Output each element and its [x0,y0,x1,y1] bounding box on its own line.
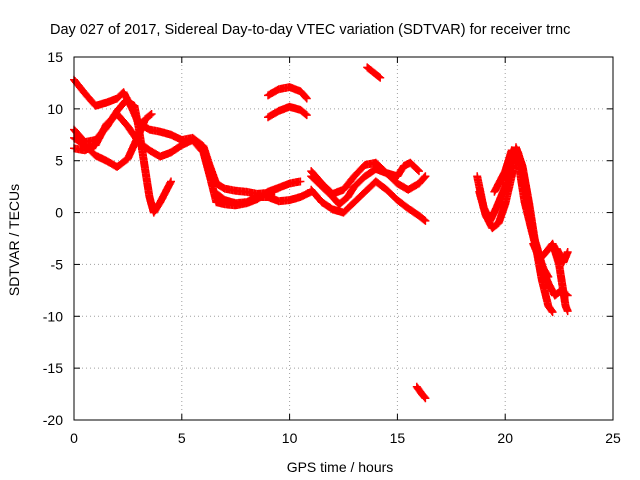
y-tick-label: 0 [55,205,63,221]
series-arc-7 [264,102,311,122]
series-arc-9 [307,158,423,198]
series-arc-5 [210,187,316,208]
y-tick-labels: 15 10 5 0 -5 -10 -15 -20 [43,49,63,428]
data-marker-trail [307,177,430,225]
data-points [70,63,572,403]
axis-ticks [73,56,614,421]
y-tick-label: -5 [51,256,64,272]
series-arc-17 [552,244,572,267]
grid [74,57,613,420]
series-arc-6 [264,83,311,103]
x-tick-label: 10 [282,430,298,446]
data-marker-trail [552,244,572,267]
chart-title: Day 027 of 2017, Sidereal Day-to-day VTE… [50,22,570,38]
x-tick-labels: 0 5 10 15 20 25 [70,430,621,446]
x-tick-label: 5 [178,430,186,446]
data-marker-trail [363,63,385,82]
y-tick-label: -10 [43,308,63,324]
x-tick-label: 15 [390,430,406,446]
x-tick-label: 20 [497,430,513,446]
data-marker-trail [307,158,423,198]
y-tick-label: -20 [43,412,63,428]
series-arc-11 [363,63,385,82]
plot-frame [73,56,614,421]
y-tick-label: 5 [55,153,63,169]
series-arc-12 [412,382,430,403]
y-axis-label: SDTVAR / TECUs [6,184,22,296]
data-marker-trail [412,382,430,403]
data-marker-trail [264,83,311,103]
y-tick-label: 15 [47,49,63,65]
x-tick-label: 0 [70,430,78,446]
data-marker-trail [264,102,311,122]
data-marker-trail [210,187,316,208]
x-axis-label: GPS time / hours [287,459,394,475]
x-tick-label: 25 [605,430,621,446]
y-tick-label: -15 [43,360,63,376]
series-arc-10 [307,177,430,225]
y-tick-label: 10 [47,101,63,117]
